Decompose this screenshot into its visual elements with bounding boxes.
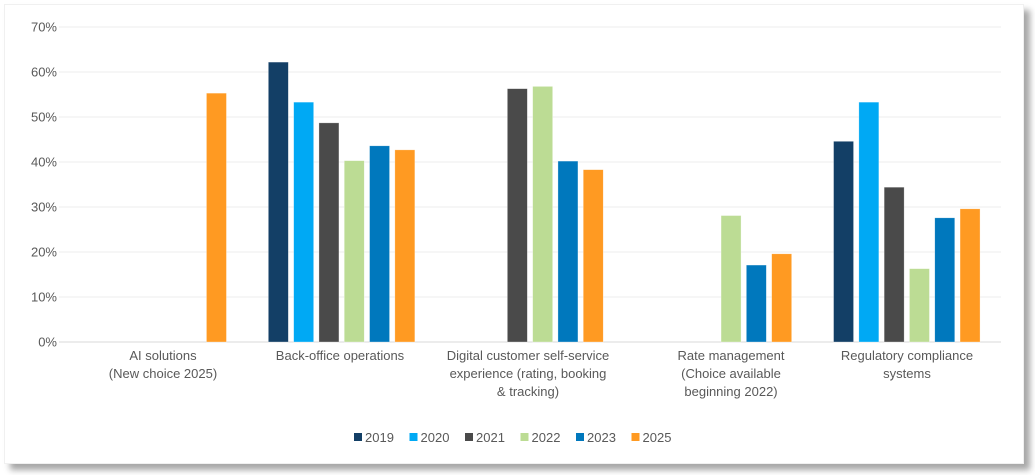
legend-item-2025: 2025 [631, 430, 672, 445]
bar-2022 [909, 268, 930, 343]
x-tick-label: & tracking) [497, 384, 559, 399]
bar-2025 [206, 92, 227, 343]
legend-swatch [631, 433, 640, 441]
bar-2025 [394, 149, 416, 343]
bar-2021 [318, 122, 340, 343]
y-axis-ticks: 0% 10% 20% 30% 40% 50% 60% 70% [31, 20, 57, 350]
legend-swatch [465, 433, 473, 441]
legend-label: 2023 [587, 430, 616, 445]
bar-2022 [720, 215, 742, 343]
y-tick-label: 70% [31, 20, 57, 35]
x-tick-label: beginning 2022) [684, 384, 777, 399]
y-tick-label: 0% [38, 335, 57, 350]
x-tick-label: Digital customer self-service [447, 348, 610, 363]
legend-label: 2021 [476, 430, 505, 445]
bar-2019 [268, 61, 289, 343]
bar-2022 [532, 86, 553, 343]
bar-2025 [582, 169, 604, 343]
legend-item-2023: 2023 [576, 430, 616, 445]
legend-label: 2020 [421, 430, 450, 445]
legend-swatch [576, 433, 584, 441]
legend-label: 2025 [643, 430, 672, 445]
x-axis-labels: AI solutions (New choice 2025) Back-office… [109, 348, 973, 399]
y-tick-label: 50% [31, 110, 57, 125]
legend-item-2019: 2019 [354, 430, 394, 445]
x-tick-label: AI solutions [129, 348, 197, 363]
bar-2020 [293, 101, 314, 343]
bar-2023 [746, 264, 767, 343]
y-tick-label: 20% [31, 245, 57, 260]
x-tick-label: Regulatory compliance [841, 348, 973, 363]
bar-2019 [833, 141, 854, 343]
y-tick-label: 40% [31, 155, 57, 170]
legend-item-2022: 2022 [520, 430, 561, 445]
bar-2025 [771, 253, 792, 343]
x-tick-label: (New choice 2025) [109, 366, 217, 381]
legend-label: 2022 [532, 430, 561, 445]
legend-swatch [354, 433, 362, 441]
bar-2021 [883, 186, 905, 343]
y-tick-label: 30% [31, 200, 57, 215]
legend-item-2021: 2021 [465, 430, 505, 445]
x-tick-label: Rate management [678, 348, 785, 363]
legend: 2019 2020 2021 2022 2023 2025 [354, 430, 671, 445]
legend-swatch [409, 433, 418, 441]
legend-swatch [520, 433, 529, 441]
bar-2023 [557, 160, 579, 343]
legend-label: 2019 [365, 430, 394, 445]
legend-item-2020: 2020 [409, 430, 450, 445]
x-tick-label: Back-office operations [276, 348, 405, 363]
bar-2021 [507, 88, 528, 343]
y-tick-label: 60% [31, 65, 57, 80]
bar-2023 [369, 145, 390, 343]
x-tick-label: experience (rating, booking [450, 366, 607, 381]
bars [206, 61, 981, 343]
y-tick-label: 10% [31, 290, 57, 305]
x-tick-label: (Choice available [681, 366, 781, 381]
bar-2022 [343, 160, 365, 343]
x-tick-label: systems [883, 366, 931, 381]
bar-2020 [858, 101, 880, 343]
bar-2023 [934, 217, 956, 343]
bar-2025 [959, 208, 981, 343]
